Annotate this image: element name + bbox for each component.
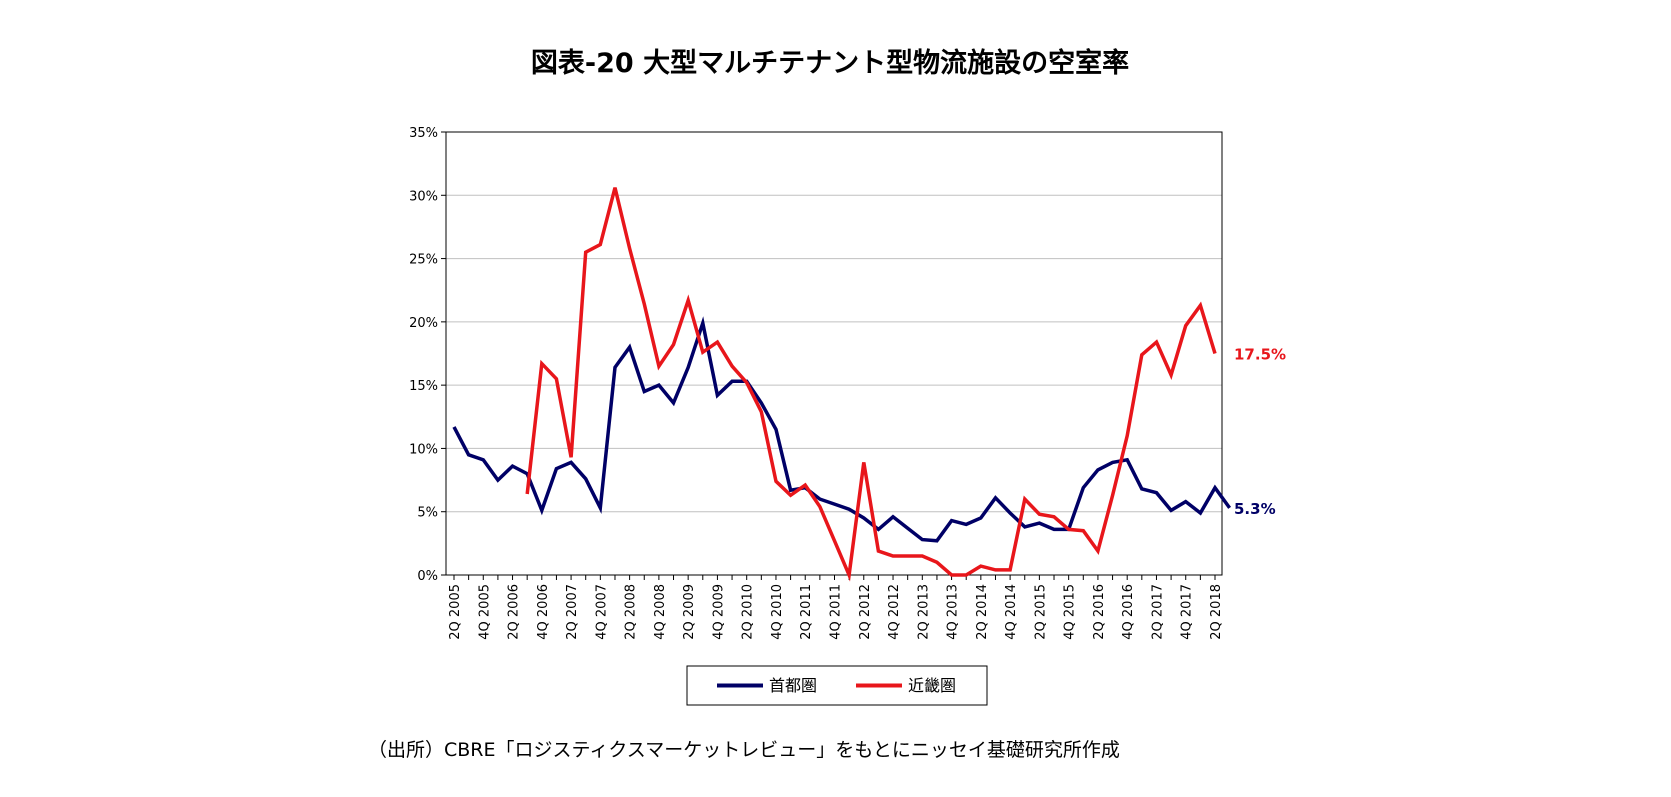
x-tick-label: 4Q 2013	[946, 584, 961, 640]
x-tick-label: 2Q 2005	[448, 584, 463, 640]
x-tick-label: 4Q 2014	[1004, 584, 1019, 640]
x-tick-label: 2Q 2016	[1092, 584, 1107, 640]
x-tick-label: 2Q 2017	[1150, 584, 1165, 640]
x-tick-label: 4Q 2011	[829, 584, 844, 640]
y-tick-label: 15%	[409, 379, 438, 394]
x-tick-label: 4Q 2017	[1180, 584, 1195, 640]
x-tick-label: 4Q 2012	[887, 584, 902, 640]
x-tick-label: 2Q 2012	[858, 584, 873, 640]
x-tick-label: 4Q 2005	[477, 584, 492, 640]
x-tick-label: 2Q 2010	[741, 584, 756, 640]
plot-frame	[445, 131, 1223, 576]
y-tick-label: 10%	[409, 442, 438, 457]
x-tick-label: 2Q 2008	[624, 584, 639, 640]
x-tick-label: 4Q 2007	[594, 584, 609, 640]
x-tick-label: 2Q 2014	[975, 584, 990, 640]
x-tick-label: 2Q 2009	[682, 584, 697, 640]
legend-label-kinki: 近畿圏	[908, 676, 956, 695]
chart-title: 図表-20 大型マルチテナント型物流施設の空室率	[531, 47, 1129, 79]
end-label-kinki: 17.5%	[1234, 346, 1286, 364]
series-layer	[452, 187, 1232, 582]
x-tick-label: 2Q 2007	[565, 584, 580, 640]
x-tick-label: 2Q 2015	[1033, 584, 1048, 640]
series-shutoken	[452, 316, 1232, 543]
x-tick-label: 2Q 2013	[916, 584, 931, 640]
x-tick-label: 2Q 2011	[799, 584, 814, 640]
y-tick-label: 25%	[409, 253, 438, 268]
x-tick-label: 4Q 2006	[536, 584, 551, 640]
y-tick-label: 30%	[409, 189, 438, 204]
y-tick-label: 20%	[409, 316, 438, 331]
x-tick-label: 4Q 2015	[1063, 584, 1078, 640]
end-labels: 5.3% 17.5%	[1234, 346, 1286, 518]
x-tick-label: 4Q 2008	[653, 584, 668, 640]
y-tick-label: 5%	[417, 506, 438, 521]
y-axis-ticks: 0% 5% 10% 15% 20% 25% 30% 35%	[409, 126, 446, 584]
x-tick-label: 4Q 2016	[1121, 584, 1136, 640]
x-tick-label: 2Q 2006	[507, 584, 522, 640]
y-tick-label: 0%	[417, 569, 438, 584]
x-tick-label: 4Q 2009	[711, 584, 726, 640]
y-tick-label: 35%	[409, 126, 438, 141]
legend-box	[686, 665, 988, 706]
x-axis-ticks: 2Q 2005 4Q 2005 2Q 2006 4Q 2006 2Q 2007 4Q 20…	[448, 575, 1224, 640]
x-tick-label: 4Q 2010	[770, 584, 785, 640]
source-note: （出所）CBRE「ロジスティクスマーケットレビュー」をもとにニッセイ基礎研究所作…	[368, 739, 1120, 761]
legend-label-shutoken: 首都圏	[769, 676, 817, 695]
series-kinki	[525, 187, 1217, 582]
end-label-shutoken: 5.3%	[1234, 500, 1276, 518]
legend: 首都圏 近畿圏	[686, 665, 988, 706]
x-tick-label: 2Q 2018	[1209, 584, 1224, 640]
